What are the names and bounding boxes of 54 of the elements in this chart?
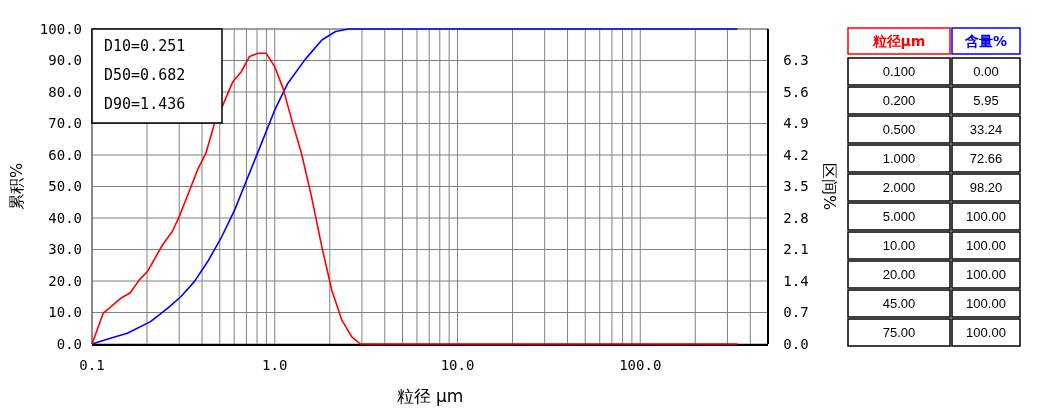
annotation: D50=0.682	[104, 66, 186, 84]
y-tick-label: 50.0	[48, 178, 82, 195]
label-box: D10=0.251 D50=0.682 D90=1.436	[91, 28, 223, 124]
x-tick-label: 100.0	[619, 357, 662, 373]
y-tick-label: 10.0	[48, 304, 82, 321]
y-tick-label: 60.0	[48, 146, 82, 163]
text: 0.00	[973, 64, 999, 79]
y2-tick-label: 4.2	[783, 146, 809, 163]
y2-tick-label: 2.8	[783, 209, 809, 226]
y2-tick-label: 0.0	[783, 335, 809, 352]
category-label: 1.000	[882, 151, 916, 166]
text: 含量%	[963, 33, 1008, 49]
category-label: 20.00	[882, 267, 916, 282]
category-label: 45.00	[882, 296, 916, 311]
y2-tick-label: 3.5	[783, 178, 809, 195]
category-label: 5.000	[882, 209, 916, 224]
category-label: 75.00	[882, 325, 916, 340]
y-tick-label: 30.0	[48, 241, 82, 258]
y2-tick-label: 0.7	[783, 304, 809, 321]
annotation: D10=0.251	[104, 37, 186, 55]
x-tick-label: 0.1	[79, 357, 105, 373]
annotation: D90=1.436	[104, 95, 186, 113]
text: 100.00	[966, 296, 1006, 311]
y-tick-label: 0.0	[56, 335, 82, 352]
y2-tick-label: 5.6	[783, 83, 809, 100]
y2-tick-label: 2.1	[783, 241, 809, 258]
y2-axis-title: 区间%	[820, 162, 839, 211]
y-tick-label: 20.0	[48, 272, 82, 289]
text: 粒径μm	[871, 33, 926, 49]
y-axis-title: 累积%	[7, 162, 26, 211]
y2-tick-label: 6.3	[783, 52, 809, 69]
y-tick-label: 80.0	[48, 83, 82, 100]
text: 5.95	[973, 93, 999, 108]
text: 72.66	[969, 151, 1003, 166]
text: 100.00	[966, 209, 1006, 224]
y-tick-label: 40.0	[48, 209, 82, 226]
category-label: 0.100	[882, 64, 916, 79]
x-tick-label: 1.0	[262, 357, 288, 373]
y-tick-label: 70.0	[48, 115, 82, 132]
y-tick-label: 90.0	[48, 52, 82, 69]
category-label: 0.200	[882, 93, 916, 108]
text: 100.00	[966, 325, 1006, 340]
x-axis-title: 粒径 μm	[396, 386, 464, 406]
category-label: 0.500	[882, 122, 916, 137]
y2-tick-label: 1.4	[783, 272, 809, 289]
text: 100.00	[966, 267, 1006, 282]
category-label: 2.000	[882, 180, 916, 195]
y-tick-label: 100.0	[39, 20, 82, 37]
y2-tick-label: 4.9	[783, 115, 809, 132]
text: 98.20	[969, 180, 1003, 195]
x-tick-label: 10.0	[440, 357, 475, 373]
text: 33.24	[969, 122, 1003, 137]
category-label: 10.00	[882, 238, 916, 253]
text: 100.00	[966, 238, 1006, 253]
